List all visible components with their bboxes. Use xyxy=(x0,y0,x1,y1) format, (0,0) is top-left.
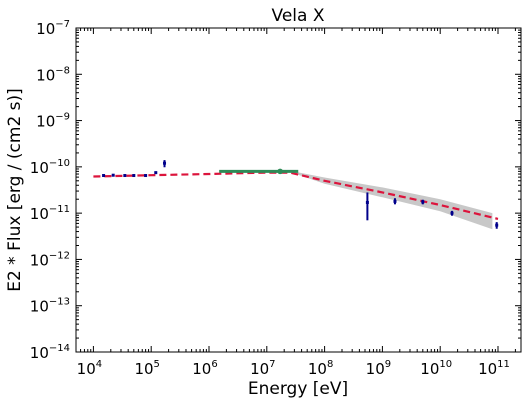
y-tick-label-base: 10 xyxy=(36,20,55,38)
x-tick-label-base: 10 xyxy=(366,360,385,378)
data-point-6 xyxy=(163,161,167,165)
y-tick-label-base: 10 xyxy=(36,66,55,84)
x-tick-label: 109 xyxy=(366,359,391,378)
plot-frame xyxy=(75,27,522,353)
x-axis-label: Energy [eV] xyxy=(248,379,348,399)
x-tick-label-exponent: 8 xyxy=(327,359,333,370)
y-tick-label: 10−13 xyxy=(30,297,70,316)
x-tick-label-base: 10 xyxy=(250,360,269,378)
data-point-7 xyxy=(365,200,369,204)
data-point-11 xyxy=(495,223,499,227)
x-tick-label-exponent: 7 xyxy=(269,359,275,370)
x-tick-label: 104 xyxy=(77,359,102,378)
fit-segment-layer xyxy=(219,168,299,175)
x-tick-label: 1011 xyxy=(478,359,510,378)
model-uncertainty-band-layer xyxy=(294,171,493,230)
y-tick-label-base: 10 xyxy=(30,251,49,269)
x-tick-label-base: 10 xyxy=(77,360,96,378)
y-tick-label-exponent: −8 xyxy=(55,65,70,76)
fit-segment-marker xyxy=(277,168,283,175)
x-tick-label: 108 xyxy=(308,359,333,378)
x-tick-label-base: 10 xyxy=(420,360,439,378)
y-tick-label: 10−7 xyxy=(36,19,70,38)
model-line xyxy=(93,171,499,220)
y-tick-label-exponent: −11 xyxy=(49,204,70,215)
x-tick-label-exponent: 9 xyxy=(385,359,391,370)
y-tick-label-exponent: −9 xyxy=(55,112,70,123)
chart-title: Vela X xyxy=(272,6,325,26)
x-tick-label-base: 10 xyxy=(308,360,327,378)
y-tick-label-exponent: −10 xyxy=(49,158,70,169)
y-axis-label: E2 * Flux [erg / (cm2 s)] xyxy=(5,88,25,292)
x-tick-label-exponent: 5 xyxy=(154,359,160,370)
y-tick-label-base: 10 xyxy=(30,298,49,316)
x-tick-label-exponent: 4 xyxy=(96,359,102,370)
data-point-1 xyxy=(111,173,115,177)
y-tick-label: 10−12 xyxy=(30,250,70,269)
y-tick-label-exponent: −13 xyxy=(49,297,70,308)
x-tick-label-base: 10 xyxy=(478,360,497,378)
x-tick-label: 1010 xyxy=(420,359,452,378)
y-tick-label: 10−8 xyxy=(36,65,70,84)
data-point-5 xyxy=(154,171,158,175)
x-tick-label-base: 10 xyxy=(134,360,153,378)
y-tick-label-base: 10 xyxy=(30,205,49,223)
x-tick-label-exponent: 6 xyxy=(211,359,217,370)
x-tick-label-exponent: 11 xyxy=(497,359,510,370)
data-point-3 xyxy=(132,174,136,178)
y-tick-label: 10−14 xyxy=(30,343,70,362)
x-tick-label: 106 xyxy=(192,359,217,378)
model-uncertainty-band xyxy=(294,171,493,230)
data-point-0 xyxy=(102,174,106,178)
y-tick-label-exponent: −12 xyxy=(49,250,70,261)
data-points-layer xyxy=(102,160,499,229)
model-line-layer xyxy=(93,171,499,220)
x-axis-ticks: 104 105 106 107 108 109 1010 1011 xyxy=(75,28,516,378)
data-point-9 xyxy=(421,200,425,204)
data-point-4 xyxy=(144,174,148,178)
y-tick-label-base: 10 xyxy=(36,113,55,131)
y-tick-label: 10−9 xyxy=(36,112,70,131)
data-point-10 xyxy=(450,211,454,215)
y-tick-label: 10−11 xyxy=(30,204,70,223)
x-tick-label-base: 10 xyxy=(192,360,211,378)
x-tick-label-exponent: 10 xyxy=(439,359,452,370)
x-tick-label: 107 xyxy=(250,359,275,378)
y-tick-label-base: 10 xyxy=(30,159,49,177)
x-tick-label: 105 xyxy=(134,359,159,378)
y-tick-label-exponent: −14 xyxy=(49,343,70,354)
data-point-2 xyxy=(123,174,127,178)
y-tick-label: 10−10 xyxy=(30,158,70,177)
y-tick-label-exponent: −7 xyxy=(55,19,70,30)
y-tick-label-base: 10 xyxy=(30,344,49,362)
data-point-8 xyxy=(393,199,397,203)
